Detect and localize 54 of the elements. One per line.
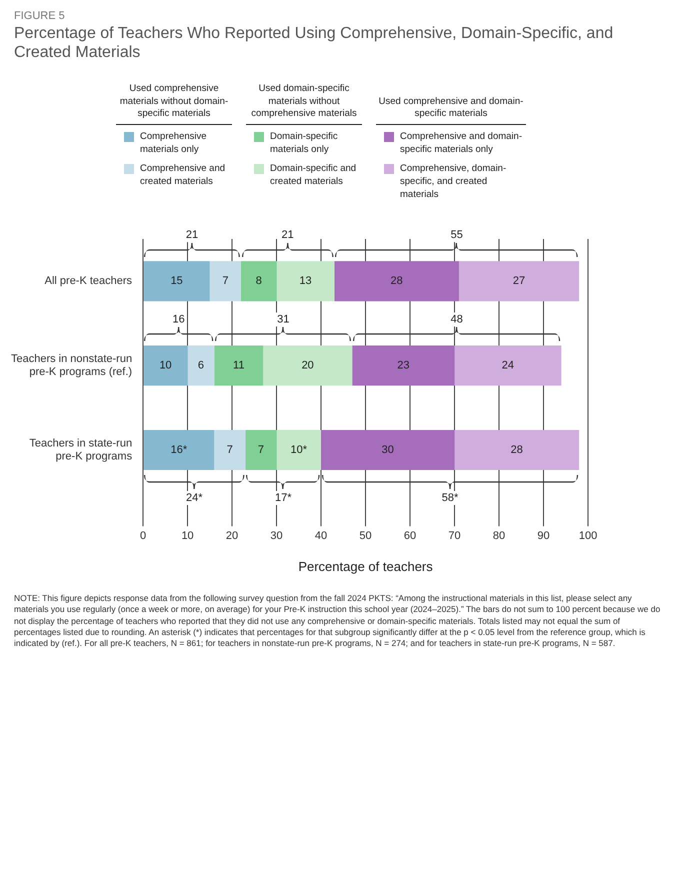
x-tick-label: 60 bbox=[404, 530, 416, 542]
data-label: 10 bbox=[159, 360, 172, 372]
legend-label: Domain-specific and created materials bbox=[270, 163, 358, 189]
text: 58* bbox=[442, 492, 460, 505]
data-label: 11 bbox=[233, 360, 244, 372]
text: NOTE: This figure depicts response data from the following survey question from the fall 2024 PKTS: “Among the instructional materials in this list, please select any materials you use regularly (once a week or more, on average) for your Pre-K instruction this school year (2024–2025).” The bars do not sum to 100 percent because we do not display the percentage of teachers who reported that they did not use any comprehensive or domain-specific materials. Totals listed may not equal the sum of percentages listed due to rounding. An asterisk (*) indicates that percentages for that subgroup significantly differ at the p < 0.05 level from the reference group, which is indicated by (ref.). For all pre-K teachers, N = 861; for teachers in nonstate-run pre-K programs, N = 274; and for teachers in state-run pre-K programs, N = 587. bbox=[14, 593, 662, 649]
data-label: 28 bbox=[510, 444, 523, 456]
legend-label: Comprehensive and created materials bbox=[140, 163, 226, 189]
data-label: 24 bbox=[502, 360, 514, 372]
legend-label: Comprehensive and domain-specific materials only bbox=[400, 131, 523, 157]
x-tick-label: 100 bbox=[578, 530, 598, 542]
text: 17* bbox=[274, 492, 292, 505]
data-label: 7 bbox=[258, 444, 264, 456]
x-tick-label: 40 bbox=[314, 530, 328, 542]
annotation: 55 bbox=[450, 230, 463, 242]
data-label: 15 bbox=[170, 276, 183, 288]
data-label: 7 bbox=[222, 276, 228, 288]
x-tick-label: 10 bbox=[181, 530, 194, 542]
legend-label: Comprehensive, domain-specific, and created materials bbox=[400, 163, 508, 202]
text: 24* bbox=[186, 492, 204, 505]
annotation: 48 bbox=[450, 314, 463, 326]
annotation: 21 bbox=[282, 230, 294, 242]
data-label: 20 bbox=[302, 360, 314, 372]
data-label: 27 bbox=[512, 276, 526, 288]
data-label: 6 bbox=[198, 360, 204, 372]
x-axis-title: Percentage of teachers bbox=[298, 559, 434, 574]
y-tick-label: All pre-K teachers bbox=[44, 276, 133, 288]
data-label: 28 bbox=[390, 276, 403, 288]
text: Used domain-specific materials without comprehensive materials bbox=[246, 80, 362, 126]
legend-label: Domain-specific materials only bbox=[270, 131, 339, 157]
data-label: 16* bbox=[170, 444, 188, 456]
x-tick-label: 50 bbox=[359, 530, 372, 542]
data-label: 7 bbox=[226, 444, 233, 456]
y-tick-label: Teachers in state-run pre-K programs bbox=[29, 438, 133, 464]
data-label: 10* bbox=[290, 444, 308, 456]
annotation: 16 bbox=[172, 314, 185, 326]
text: Used comprehensive materials without domain-specific materials bbox=[116, 80, 232, 126]
x-tick-label: 90 bbox=[537, 530, 550, 542]
data-label: 13 bbox=[299, 276, 312, 288]
chart-title: Percentage of Teachers Who Reported Using Comprehensive, Domain-Specific, and Created Materials bbox=[14, 24, 614, 62]
x-tick-label: 20 bbox=[226, 530, 238, 542]
text: FIGURE 5 bbox=[14, 10, 66, 22]
data-label: 8 bbox=[256, 276, 262, 288]
data-label: 30 bbox=[382, 444, 394, 456]
x-tick-label: 0 bbox=[140, 530, 146, 542]
data-label: 23 bbox=[397, 360, 410, 372]
x-tick-label: 30 bbox=[270, 530, 283, 542]
annotation: 31 bbox=[277, 314, 290, 326]
legend-label: Comprehensive materials only bbox=[140, 131, 208, 157]
annotation: 21 bbox=[186, 230, 198, 242]
x-tick-label: 70 bbox=[448, 530, 461, 542]
text: Used comprehensive and domain-specific materials bbox=[376, 80, 526, 126]
y-tick-label: Teachers in nonstate-run pre-K programs (ref.) bbox=[10, 353, 132, 379]
x-tick-label: 80 bbox=[492, 530, 506, 542]
